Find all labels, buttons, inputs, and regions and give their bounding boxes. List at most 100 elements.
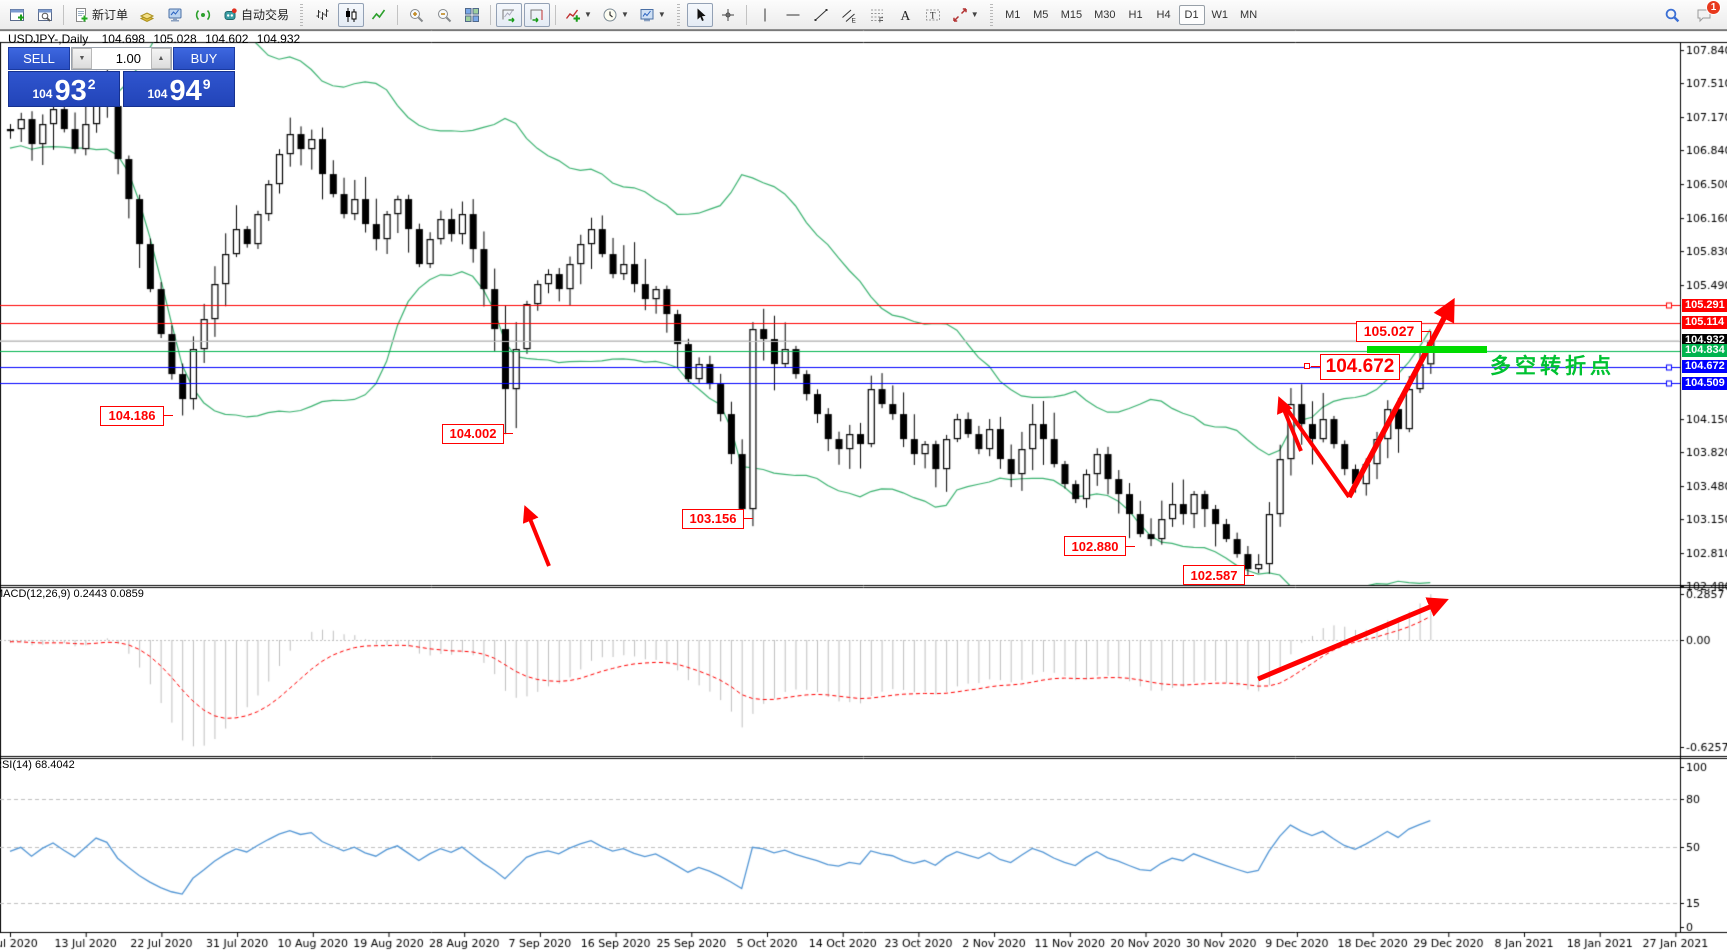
buy-button[interactable]: BUY [173,47,235,70]
toolbar-auto-trading-button[interactable]: 自动交易 [218,3,293,27]
timeframe-m5-button[interactable]: M5 [1033,8,1049,21]
horizontal-line-icon [785,7,801,23]
timeframe-w1-button[interactable]: W1 [1211,8,1229,21]
price-annotation-102.587[interactable]: 102.587 [1183,565,1245,586]
toolbar-vertical-line-button[interactable] [752,3,778,27]
toolbar-separator [555,4,557,25]
svg-text:A: A [900,8,910,23]
toolbar-tile-windows-button[interactable] [459,3,485,27]
toolbar-signals-broadcast-button[interactable] [190,3,216,27]
notification-badge[interactable]: 1 [1706,0,1721,15]
trend-line-icon [813,7,829,23]
toolbar-metaeditor-book-button[interactable] [134,3,160,27]
toolbar-text-label-button[interactable]: T [920,3,946,27]
tile-windows-icon [464,7,480,23]
candlesticks-icon [343,7,359,23]
profiles-icon [37,7,53,23]
svg-text:E: E [851,17,856,23]
vertical-line-icon [757,7,773,23]
toolbar-profiles-button[interactable] [32,3,58,27]
timeframe-d1-button[interactable]: D1 [1178,4,1205,25]
toolbar-new-chart-button[interactable] [4,3,30,27]
timeframe-m1-button[interactable]: M1 [1005,8,1021,21]
price-tag-104.509: 104.509 [1682,376,1727,390]
toolbar-separator [490,4,492,25]
timeframe-mn-button[interactable]: MN [1240,8,1258,21]
toolbar-ohlc-bars-button[interactable] [310,3,336,27]
toolbar-cursor-arrow-button[interactable] [686,2,713,27]
ohlc-bars-icon [315,7,331,23]
toolbar-grip[interactable] [298,3,306,26]
price-annotation-103.156[interactable]: 103.156 [682,508,744,529]
price-chart-canvas[interactable] [0,30,1727,951]
pivot-note-text[interactable]: 多空转折点 [1490,355,1615,378]
arrows-shapes-icon [952,7,968,23]
bid-price-box[interactable]: 104 93 2 [8,71,120,107]
toolbar-grip[interactable] [987,3,995,26]
price-annotation-105.027[interactable]: 105.027 [1356,320,1422,342]
annotation-handle[interactable] [1304,362,1310,369]
price-annotation-104.672[interactable]: 104.672 [1320,353,1400,380]
toolbar-separator [63,4,64,25]
price-annotation-104.002[interactable]: 104.002 [442,423,504,444]
toolbar-separator [397,4,399,25]
toolbar-horizontal-line-button[interactable] [780,3,806,27]
price-tag-104.672: 104.672 [1682,360,1727,374]
toolbar-zoom-out-button[interactable] [431,3,457,27]
dropdown-caret-icon[interactable]: ▼ [620,9,629,19]
toolbar-equidistant-channel-button[interactable]: E [836,3,862,27]
toolbar-terminal-monitor-button[interactable] [162,3,188,27]
cursor-arrow-icon [692,7,708,23]
toolbar-text-annotation-button[interactable]: A [892,3,918,27]
periods-clock-icon [602,7,618,23]
dropdown-caret-icon[interactable]: ▼ [970,9,979,19]
timeframe-m30-button[interactable]: M30 [1094,8,1116,21]
annotation-connector [164,415,173,416]
toolbar-auto-scroll-button[interactable] [496,2,523,27]
toolbar-chart-shift-button[interactable] [524,2,551,27]
search-icon [1664,7,1680,23]
high-value: 105.028 [153,32,197,46]
toolbar-crosshair-button[interactable] [715,3,741,27]
dropdown-caret-icon[interactable]: ▼ [657,9,666,19]
templates-chart-icon [639,7,655,23]
toolbar-line-chart-button[interactable] [366,3,392,27]
toolbar-candlesticks-button[interactable] [338,2,365,27]
toolbar-fibonacci-retracement-button[interactable]: F [864,3,890,27]
svg-text:F: F [879,17,883,23]
rsi-label: RSI(14) 68.4042 [0,759,75,771]
timeframe-h4-button[interactable]: H4 [1156,8,1171,21]
toolbar-zoom-in-button[interactable] [403,3,429,27]
chart-title: USDJPY-,Daily 104.698 105.028 104.602 10… [8,32,305,46]
toolbar-grip[interactable] [674,3,682,26]
toolbar-new-order-button[interactable]: 新订单 [69,3,132,27]
sell-button[interactable]: SELL [8,47,70,70]
timeframe-m15-button[interactable]: M15 [1060,8,1083,21]
support-zone-bar[interactable] [1367,346,1487,353]
crosshair-icon [720,7,736,23]
chat-button[interactable]: 1 [1691,0,1721,27]
dropdown-caret-icon[interactable]: ▼ [584,9,592,19]
timeframe-h1-button[interactable]: H1 [1128,8,1143,21]
auto-trading-icon [222,7,238,23]
volume-increase-button[interactable]: ▲ [151,48,171,69]
volume-input[interactable] [92,48,151,69]
equidistant-channel-icon: E [841,7,857,23]
ask-price-box[interactable]: 104 94 9 [123,71,235,107]
ask-big-digits: 94 [169,75,202,107]
volume-decrease-button[interactable]: ▼ [72,48,92,69]
open-value: 104.698 [101,32,145,46]
price-tag-105.114: 105.114 [1682,316,1727,330]
price-annotation-104.186[interactable]: 104.186 [100,405,164,426]
toolbar-indicators-add-button[interactable]: ▼ [561,3,596,27]
bid-pip-digit: 2 [87,76,96,92]
search-button[interactable] [1659,3,1685,27]
new-chart-icon [9,7,25,23]
toolbar-trend-line-button[interactable] [808,3,834,27]
toolbar-templates-chart-button[interactable]: ▼ [635,3,670,27]
toolbar-arrows-shapes-button[interactable]: ▼ [948,3,983,27]
price-annotation-102.880[interactable]: 102.880 [1064,536,1126,557]
text-label-icon: T [925,7,941,23]
toolbar-periods-clock-button[interactable]: ▼ [598,3,633,27]
price-tag-105.291: 105.291 [1682,298,1727,312]
